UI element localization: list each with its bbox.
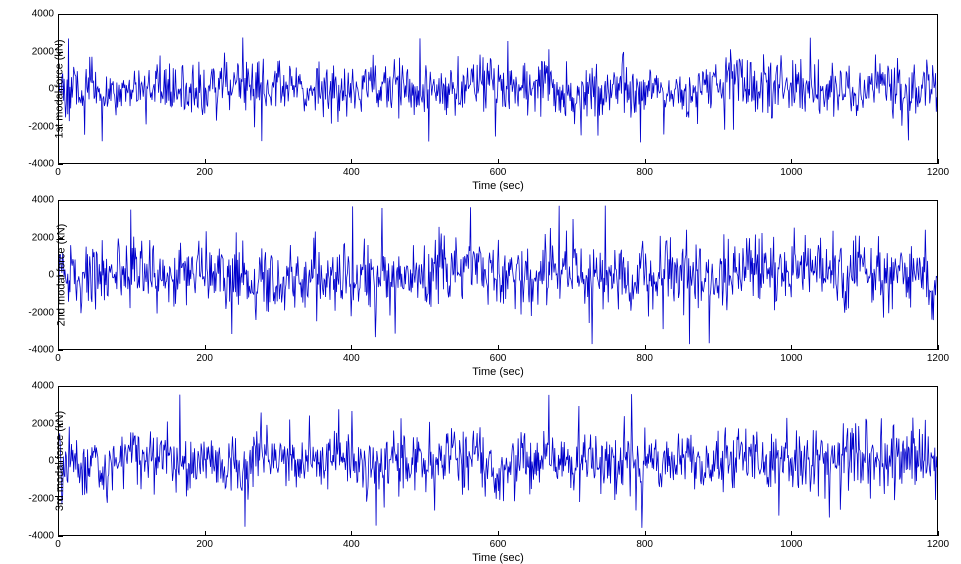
- ytick-mark: [58, 200, 63, 201]
- xtick-mark: [938, 345, 939, 350]
- xtick-label: 200: [196, 539, 213, 550]
- ytick-mark: [58, 350, 63, 351]
- ytick-label: 2000: [24, 418, 54, 429]
- subplot-1: -4000-2000020004000020040060080010001200…: [58, 14, 938, 164]
- xtick-label: 0: [55, 167, 61, 178]
- x-axis-label: Time (sec): [472, 366, 524, 378]
- x-axis-label: Time (sec): [472, 180, 524, 192]
- subplot-3: -4000-2000020004000020040060080010001200…: [58, 386, 938, 536]
- plot-area: [58, 386, 938, 536]
- xtick-label: 800: [636, 353, 653, 364]
- ytick-mark: [58, 386, 63, 387]
- xtick-mark: [645, 159, 646, 164]
- ytick-label: 4000: [24, 9, 54, 20]
- plot-area: [58, 14, 938, 164]
- xtick-mark: [791, 345, 792, 350]
- xtick-label: 0: [55, 539, 61, 550]
- xtick-label: 800: [636, 167, 653, 178]
- xtick-mark: [351, 531, 352, 536]
- ytick-label: -2000: [24, 307, 54, 318]
- timeseries-line: [59, 201, 937, 349]
- xtick-label: 200: [196, 353, 213, 364]
- ytick-label: 2000: [24, 232, 54, 243]
- y-axis-label: 1st modal force (kN): [54, 39, 66, 138]
- ytick-label: 0: [24, 84, 54, 95]
- xtick-mark: [498, 345, 499, 350]
- xtick-label: 600: [490, 167, 507, 178]
- ytick-label: 0: [24, 270, 54, 281]
- xtick-mark: [205, 159, 206, 164]
- ytick-label: -2000: [24, 493, 54, 504]
- ytick-label: -4000: [24, 159, 54, 170]
- xtick-label: 1000: [780, 353, 802, 364]
- xtick-label: 600: [490, 353, 507, 364]
- xtick-mark: [58, 159, 59, 164]
- ytick-mark: [58, 164, 63, 165]
- ytick-label: 2000: [24, 46, 54, 57]
- modal-force-figure: -4000-2000020004000020040060080010001200…: [0, 0, 961, 564]
- xtick-label: 0: [55, 353, 61, 364]
- xtick-mark: [645, 345, 646, 350]
- xtick-label: 1200: [927, 353, 949, 364]
- timeseries-line: [59, 15, 937, 163]
- xtick-mark: [791, 531, 792, 536]
- y-axis-label: 3rd modal force (kN): [54, 411, 66, 511]
- xtick-mark: [205, 531, 206, 536]
- ytick-mark: [58, 14, 63, 15]
- xtick-mark: [498, 159, 499, 164]
- plot-area: [58, 200, 938, 350]
- xtick-mark: [498, 531, 499, 536]
- ytick-label: -4000: [24, 531, 54, 542]
- xtick-mark: [205, 345, 206, 350]
- xtick-label: 1200: [927, 539, 949, 550]
- xtick-label: 1200: [927, 167, 949, 178]
- xtick-label: 400: [343, 353, 360, 364]
- ytick-label: 4000: [24, 195, 54, 206]
- x-axis-label: Time (sec): [472, 552, 524, 564]
- xtick-label: 600: [490, 539, 507, 550]
- xtick-label: 1000: [780, 167, 802, 178]
- y-axis-label: 2nd modal force (kN): [55, 224, 67, 327]
- subplot-2: -4000-2000020004000020040060080010001200…: [58, 200, 938, 350]
- xtick-label: 800: [636, 539, 653, 550]
- timeseries-line: [59, 387, 937, 535]
- xtick-label: 200: [196, 167, 213, 178]
- xtick-mark: [58, 531, 59, 536]
- ytick-mark: [58, 536, 63, 537]
- xtick-mark: [791, 159, 792, 164]
- xtick-mark: [645, 531, 646, 536]
- xtick-mark: [938, 531, 939, 536]
- xtick-label: 400: [343, 539, 360, 550]
- xtick-label: 1000: [780, 539, 802, 550]
- xtick-mark: [938, 159, 939, 164]
- ytick-label: -4000: [24, 345, 54, 356]
- xtick-label: 400: [343, 167, 360, 178]
- xtick-mark: [351, 345, 352, 350]
- xtick-mark: [351, 159, 352, 164]
- ytick-label: 4000: [24, 381, 54, 392]
- ytick-label: -2000: [24, 121, 54, 132]
- xtick-mark: [58, 345, 59, 350]
- ytick-label: 0: [24, 456, 54, 467]
